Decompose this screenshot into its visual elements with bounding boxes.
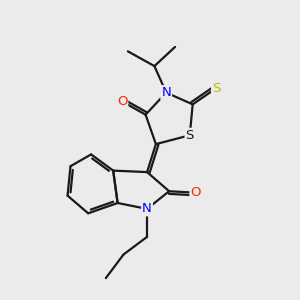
Text: S: S <box>212 82 220 95</box>
Text: O: O <box>117 95 127 108</box>
Text: N: N <box>161 86 171 99</box>
Text: O: O <box>190 186 201 199</box>
Text: N: N <box>142 202 152 215</box>
Text: S: S <box>186 129 194 142</box>
